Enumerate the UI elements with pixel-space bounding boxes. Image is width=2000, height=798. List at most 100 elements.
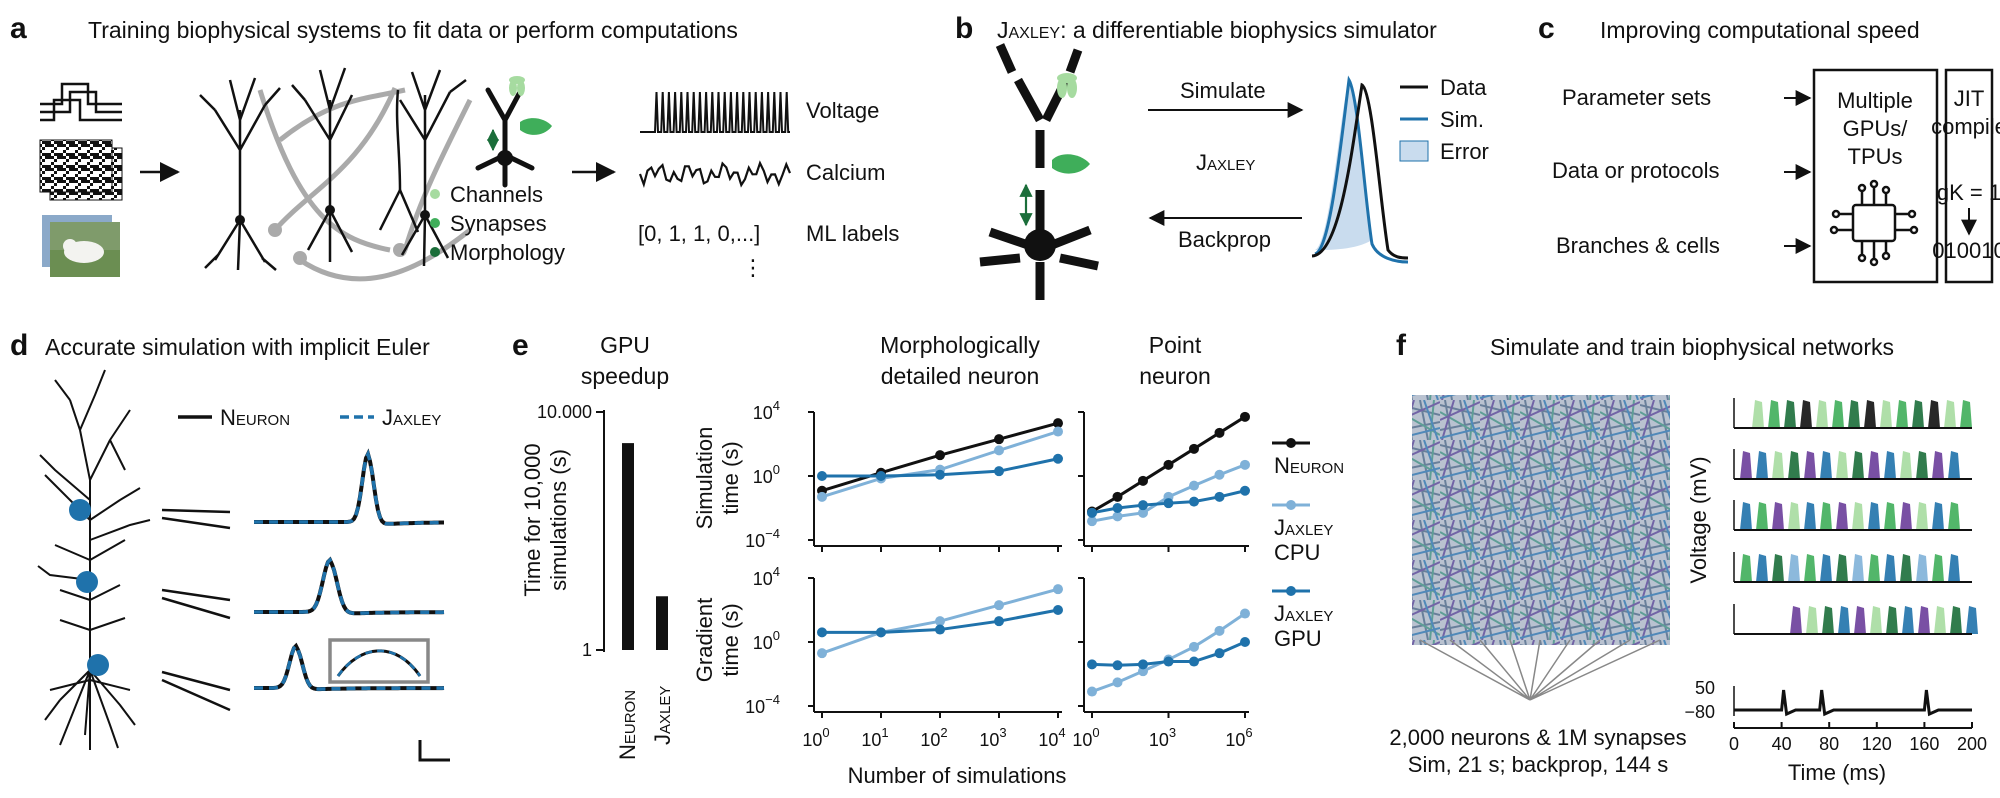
point-point-sim-1-2 — [1138, 507, 1148, 518]
time-xlabel: Time (ms) — [1788, 760, 1886, 785]
panel-letter-a: a — [10, 12, 27, 45]
bar-label-jaxley: Jaxley — [650, 686, 675, 745]
point-point-sim-2-5 — [1214, 491, 1225, 502]
scale-bar — [418, 740, 450, 762]
point-morph-sim-0-2 — [935, 450, 945, 461]
channel-shape-b — [1057, 73, 1077, 98]
xtick-label-morph-grad-1: 101 — [861, 725, 888, 750]
xtick-label-morph-grad-0: 100 — [802, 725, 829, 750]
legend-jaxley-gpu-2: GPU — [1274, 626, 1322, 651]
electrode-lines — [161, 508, 231, 712]
voltage-row-4 — [1733, 604, 1978, 635]
neuron-network-illustration — [199, 67, 473, 282]
ml-label-value: [0, 1, 1, 0,...] — [638, 221, 760, 246]
legend-neuron-e: Neuron — [1274, 453, 1344, 478]
legend-jaxley-d: Jaxley — [382, 405, 441, 430]
ytick-label-morph-sim-1: 100 — [753, 462, 780, 487]
legend-synapses: Synapses — [450, 211, 547, 236]
jit-box-line1: JIT — [1954, 86, 1985, 111]
point-morph-grad-0-0 — [817, 648, 827, 659]
panel-letter-c: c — [1538, 12, 1555, 45]
input-parameter-sets: Parameter sets — [1562, 85, 1711, 110]
point-point-grad-1-6 — [1240, 637, 1250, 647]
network-render — [1412, 395, 1670, 701]
voltage-row-1 — [1733, 449, 1972, 480]
panel-b-title-rest: : a differentiable biophysics simulator — [1060, 17, 1437, 43]
voltage-rows — [1733, 398, 1978, 717]
point-morph-grad-0-2 — [935, 616, 945, 627]
panel-f-title: Simulate and train biophysical networks — [1490, 334, 1894, 360]
ylabel-sim-2: time (s) — [718, 441, 743, 514]
input-branches-cells: Branches & cells — [1556, 233, 1720, 258]
jit-from: gK = 1 — [1937, 180, 2000, 205]
speedup-title-1: GPU — [600, 332, 650, 358]
panel-b-title: Jaxley: a differentiable biophysics simu… — [997, 17, 1437, 43]
point-point-grad-1-0 — [1087, 659, 1097, 670]
parameter-neuron-soma — [497, 150, 513, 166]
point-point-grad-1-1 — [1112, 660, 1123, 671]
panel-d-legend: Neuron Jaxley — [178, 405, 441, 430]
point-morph-sim-2-4 — [1053, 453, 1063, 464]
point-point-sim-1-6 — [1240, 459, 1250, 470]
jit-box-line2: compile — [1931, 114, 2000, 139]
point-point-sim-2-1 — [1112, 503, 1123, 513]
xtick-label-point-grad-1: 103 — [1149, 725, 1176, 750]
point-morph-sim-1-3 — [994, 445, 1004, 456]
panel-b: b Jaxley: a differentiable biophysics si… — [955, 12, 1489, 300]
speedup-tick-label-top: 10.000 — [537, 402, 592, 422]
point-point-sim-1-4 — [1189, 480, 1199, 491]
time-tick-label-5: 200 — [1957, 734, 1987, 754]
output-ml-label: ML labels — [806, 221, 899, 246]
calcium-trace — [638, 160, 792, 189]
point-point-sim-2-2 — [1138, 500, 1148, 511]
point-point-grad-0-4 — [1189, 641, 1199, 652]
point-point-sim-0-6 — [1240, 411, 1250, 422]
time-tick-label-1: 40 — [1772, 734, 1792, 754]
legend-jaxley-cpu-1: Jaxley — [1274, 515, 1333, 540]
point-title-2: neuron — [1139, 363, 1211, 389]
time-tick-label-3: 120 — [1862, 734, 1892, 754]
bar-neuron — [622, 443, 634, 650]
chart-morph-sim: 104 100 10−4 — [745, 398, 1063, 552]
morph-title-2: detailed neuron — [881, 363, 1040, 389]
point-morph-sim-2-0 — [817, 471, 827, 481]
point-point-sim-0-3 — [1163, 459, 1174, 470]
panel-letter-f: f — [1396, 329, 1407, 362]
point-point-sim-1-5 — [1214, 469, 1225, 480]
point-morph-grad-1-0 — [817, 627, 827, 638]
point-morph-grad-0-3 — [994, 600, 1004, 611]
point-point-grad-1-5 — [1214, 648, 1225, 659]
point-point-sim-2-0 — [1087, 507, 1097, 518]
point-point-sim-0-2 — [1138, 475, 1148, 486]
ylabel-sim-1: Simulation — [692, 427, 717, 530]
ytick-minus80: −80 — [1684, 702, 1715, 722]
point-point-sim-1-0 — [1087, 516, 1097, 527]
recording-site-1 — [69, 499, 91, 521]
xtick-label-morph-grad-4: 104 — [1038, 725, 1065, 750]
point-morph-sim-2-1 — [876, 471, 886, 481]
backprop-label: Backprop — [1178, 227, 1271, 252]
morph-title-1: Morphologically — [880, 332, 1040, 358]
point-point-grad-1-3 — [1163, 656, 1174, 667]
point-point-grad-0-0 — [1087, 686, 1097, 697]
ytick-label-morph-sim-2: 10−4 — [745, 526, 780, 551]
time-axis-ticks: 0 40 80 120 160 200 — [1729, 722, 1987, 754]
gpu-box — [1812, 68, 1939, 284]
panel-f: f Simulate and train biophysical network… — [1389, 329, 1987, 785]
voltage-row-0 — [1733, 398, 1972, 429]
legend-sim: Sim. — [1440, 107, 1484, 132]
point-point-sim-2-4 — [1189, 496, 1199, 507]
xtick-label-morph-grad-2: 102 — [920, 725, 947, 750]
point-morph-grad-1-4 — [1053, 605, 1063, 615]
point-morph-grad-1-2 — [935, 624, 945, 635]
panel-letter-b: b — [955, 12, 973, 45]
point-point-sim-0-4 — [1189, 443, 1199, 454]
time-tick-label-4: 160 — [1909, 734, 1939, 754]
voltage-row-3 — [1733, 552, 1972, 583]
panel-c-title: Improving computational speed — [1600, 17, 1920, 43]
network-caption-1: 2,000 neurons & 1M synapses — [1389, 725, 1686, 750]
voltage-traces-d — [254, 448, 445, 692]
panel-d-title: Accurate simulation with implicit Euler — [45, 334, 430, 360]
legend-error: Error — [1440, 139, 1489, 164]
